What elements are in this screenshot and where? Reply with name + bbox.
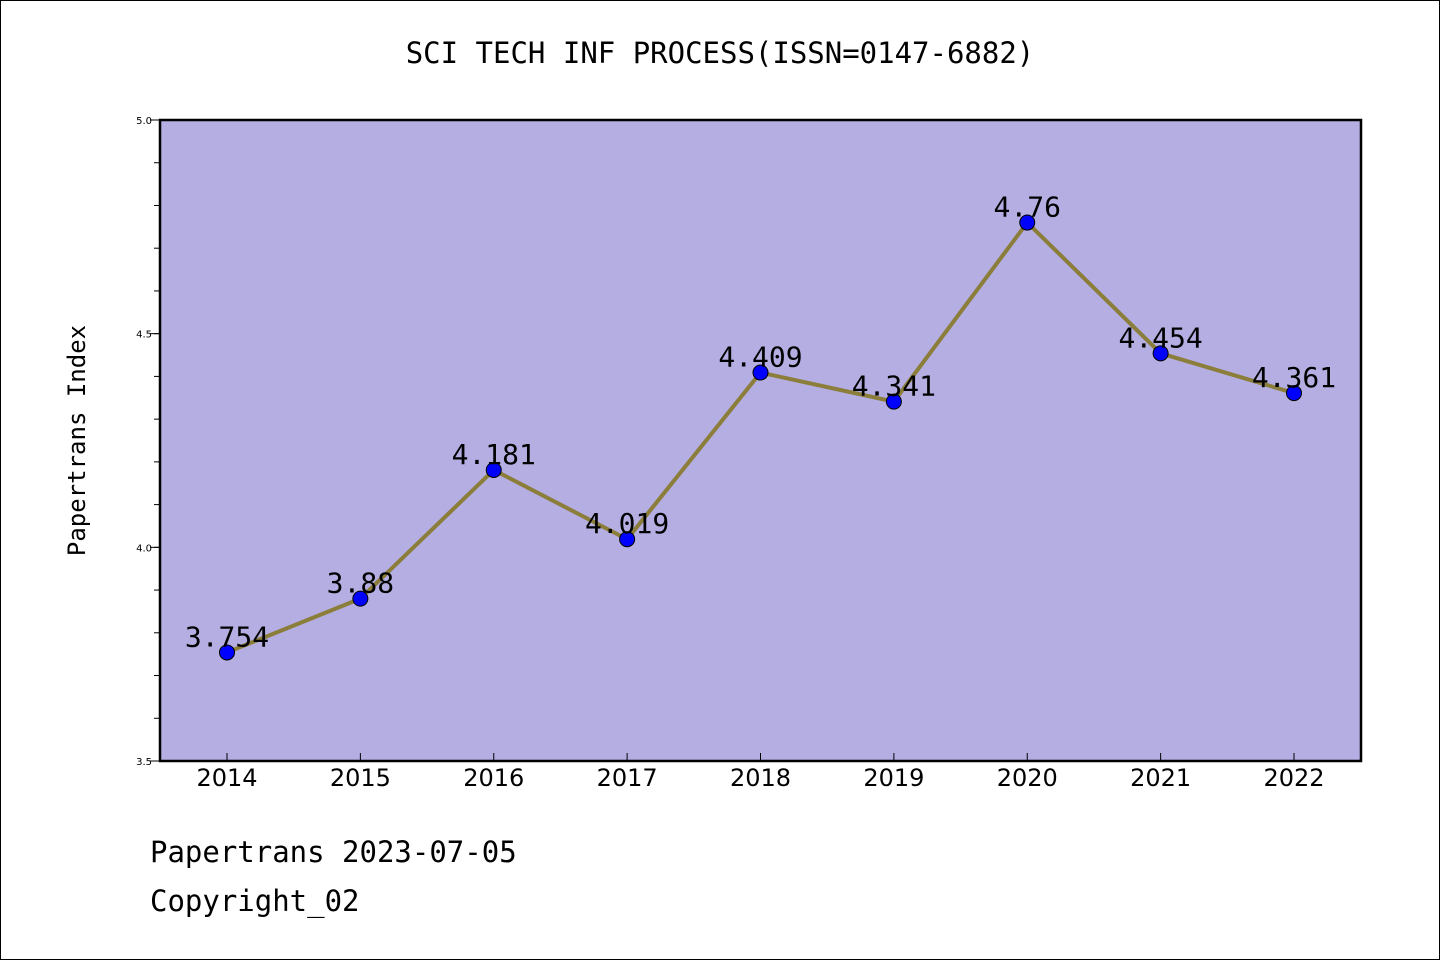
data-label: 4.181 [452,438,536,471]
data-label: 4.019 [585,507,669,540]
y-tick-label: 4.5 [136,330,152,341]
x-axis: 2014 2015 2016 2017 2018 2019 2020 2021 2022 [196,753,1325,792]
x-tick-label: 2015 [330,764,391,792]
data-point [352,590,369,607]
data-point [619,531,636,548]
data-point [219,644,235,661]
footer-date: Papertrans 2023-07-05 [150,835,517,869]
data-label: 4.76 [994,191,1061,224]
data-point [885,393,902,410]
x-tick-label: 2017 [597,764,658,792]
chart-title: SCI TECH INF PROCESS(ISSN=0147-6882) [405,36,1035,70]
x-tick-label: 2018 [730,764,791,792]
y-axis: 3.5 4.0 4.5 5.0 [136,116,160,768]
y-axis-label: Papertrans Index [63,325,91,556]
x-tick-label: 2022 [1263,764,1324,792]
y-tick-label: 5.0 [136,116,152,127]
data-label: 4.454 [1118,321,1202,354]
x-tick-label: 2014 [196,764,257,792]
data-point [752,364,769,381]
data-label: 3.88 [327,567,394,600]
x-tick-label: 2021 [1130,764,1191,792]
data-point [1152,345,1169,362]
series: 3.754 3.88 4.181 4.019 4.409 4.341 4.76 4.454 4.… [185,191,1336,661]
data-label: 4.361 [1252,361,1336,394]
data-label: 3.754 [185,620,269,653]
x-tick-label: 2020 [997,764,1058,792]
data-point [1019,214,1036,231]
y-tick-label: 3.5 [136,757,152,768]
plot-area [158,118,1363,763]
y-tick-label: 4.0 [136,543,152,554]
x-tick-label: 2019 [863,764,924,792]
data-label: 4.341 [852,370,936,403]
data-label: 4.409 [718,341,802,374]
footer-copyright: Copyright_02 [150,884,360,918]
x-tick-label: 2016 [463,764,524,792]
data-point [1286,385,1302,402]
data-point [485,461,502,478]
